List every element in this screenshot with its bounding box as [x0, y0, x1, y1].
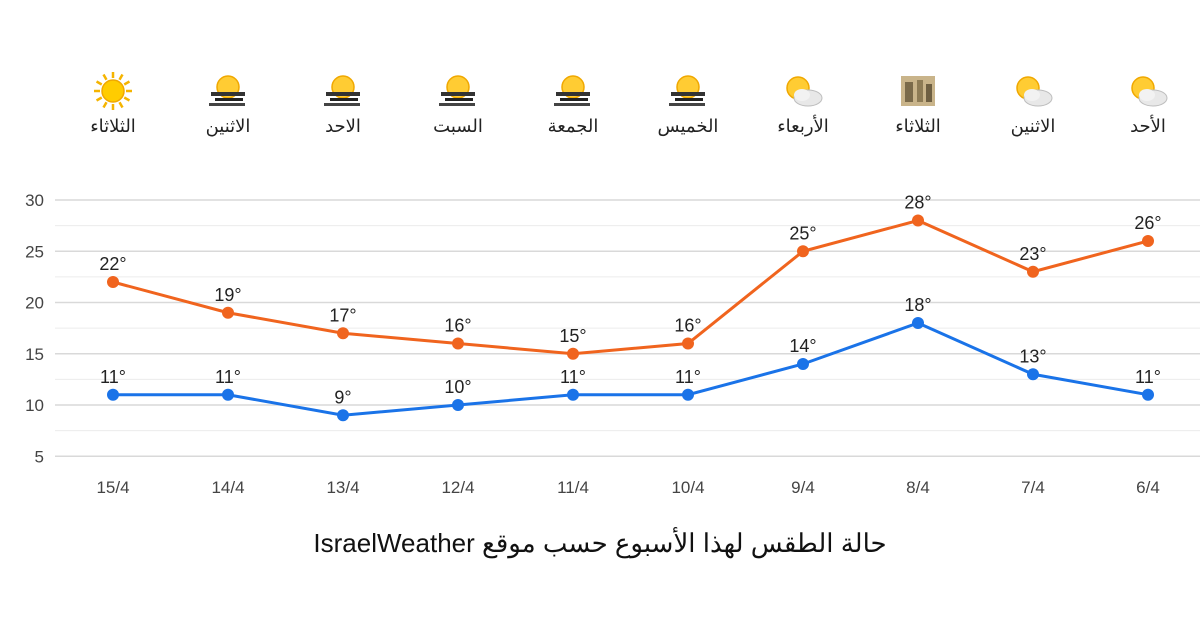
day-label: الثلاثاء — [90, 116, 136, 137]
day-label: الاثنين — [205, 116, 251, 137]
day-forecast: الأحد — [1093, 60, 1200, 150]
x-tick-label: 11/4 — [557, 478, 589, 497]
y-tick-label: 15 — [25, 345, 44, 364]
y-tick-label: 25 — [25, 242, 44, 261]
data-label: 11° — [560, 367, 586, 387]
day-forecast: الأربعاء — [748, 60, 858, 150]
data-label: 19° — [214, 285, 241, 305]
data-point — [797, 358, 809, 370]
temperature-chart: 5 10 15 20 25 30 15/4 14/4 13/4 12/4 11/4 10/4 9/4 8/… — [25, 191, 1200, 497]
data-label: 22° — [99, 254, 126, 274]
day-label: الأحد — [1130, 116, 1166, 137]
chart-caption: حالة الطقس لهذا الأسبوع حسب موقع IsraelW… — [313, 528, 887, 558]
data-point — [107, 388, 119, 401]
data-label: 11° — [215, 367, 241, 387]
day-forecast: الاحد — [288, 60, 398, 150]
data-point — [1027, 368, 1039, 381]
data-label: 16° — [444, 316, 471, 336]
data-point — [797, 245, 809, 258]
data-label: 11° — [675, 367, 701, 387]
day-forecast: الخميس — [633, 60, 743, 150]
data-point — [1027, 265, 1039, 278]
data-point — [337, 409, 349, 422]
day-label: الأربعاء — [777, 116, 829, 137]
series-line — [113, 321, 1149, 417]
data-point — [107, 276, 119, 288]
data-label: 28° — [904, 193, 931, 213]
day-forecast: الجمعة — [518, 60, 628, 150]
data-label: 15° — [559, 326, 586, 346]
x-tick-label: 10/4 — [671, 478, 704, 497]
data-point — [452, 337, 464, 350]
day-label: الجمعة — [547, 116, 599, 137]
x-tick-label: 6/4 — [1136, 478, 1160, 497]
x-tick-label: 8/4 — [906, 478, 930, 497]
day-forecast: الاثنين — [978, 60, 1088, 150]
day-forecast: الثلاثاء — [58, 60, 168, 150]
data-label: 17° — [329, 305, 356, 325]
data-point — [912, 214, 924, 227]
data-point — [452, 399, 464, 411]
data-point — [567, 347, 579, 360]
data-label: 26° — [1134, 213, 1161, 233]
data-label: 18° — [904, 295, 931, 315]
data-point — [222, 388, 234, 401]
x-tick-label: 13/4 — [326, 478, 359, 497]
y-tick-label: 20 — [25, 294, 44, 313]
data-label: 11° — [100, 367, 126, 387]
day-label: الاثنين — [1010, 116, 1056, 137]
day-icons-row: الثلاثاء الاثنين الاحد السبت الجمعة الخم… — [0, 60, 1200, 150]
data-label: 14° — [789, 336, 816, 356]
data-label: 9° — [334, 387, 351, 407]
data-label: 16° — [674, 316, 701, 336]
y-tick-label: 5 — [35, 447, 44, 466]
x-tick-label: 14/4 — [211, 478, 244, 497]
data-label: 10° — [444, 377, 471, 397]
day-forecast: الثلاثاء — [863, 60, 973, 150]
data-label: 25° — [789, 223, 816, 243]
x-tick-label: 15/4 — [96, 478, 129, 497]
data-point — [912, 317, 924, 329]
series-line — [112, 218, 1149, 356]
y-tick-label: 30 — [25, 191, 44, 210]
data-label: 11° — [1135, 367, 1161, 387]
x-tick-label: 9/4 — [791, 478, 815, 497]
data-point — [567, 388, 579, 401]
day-label: الثلاثاء — [895, 116, 941, 137]
y-tick-label: 10 — [25, 396, 44, 415]
x-tick-label: 7/4 — [1021, 478, 1045, 497]
data-label: 13° — [1019, 346, 1046, 366]
data-point — [682, 388, 694, 401]
day-forecast: السبت — [403, 60, 513, 150]
x-tick-label: 12/4 — [441, 478, 474, 497]
data-point — [1142, 388, 1154, 401]
day-label: الخميس — [657, 116, 719, 137]
day-label: الاحد — [325, 116, 361, 137]
data-point — [337, 327, 349, 340]
data-point — [682, 337, 694, 350]
data-label: 23° — [1019, 244, 1046, 264]
data-point — [222, 306, 234, 319]
data-point — [1142, 235, 1154, 247]
day-label: السبت — [433, 116, 483, 137]
day-forecast: الاثنين — [173, 60, 283, 150]
